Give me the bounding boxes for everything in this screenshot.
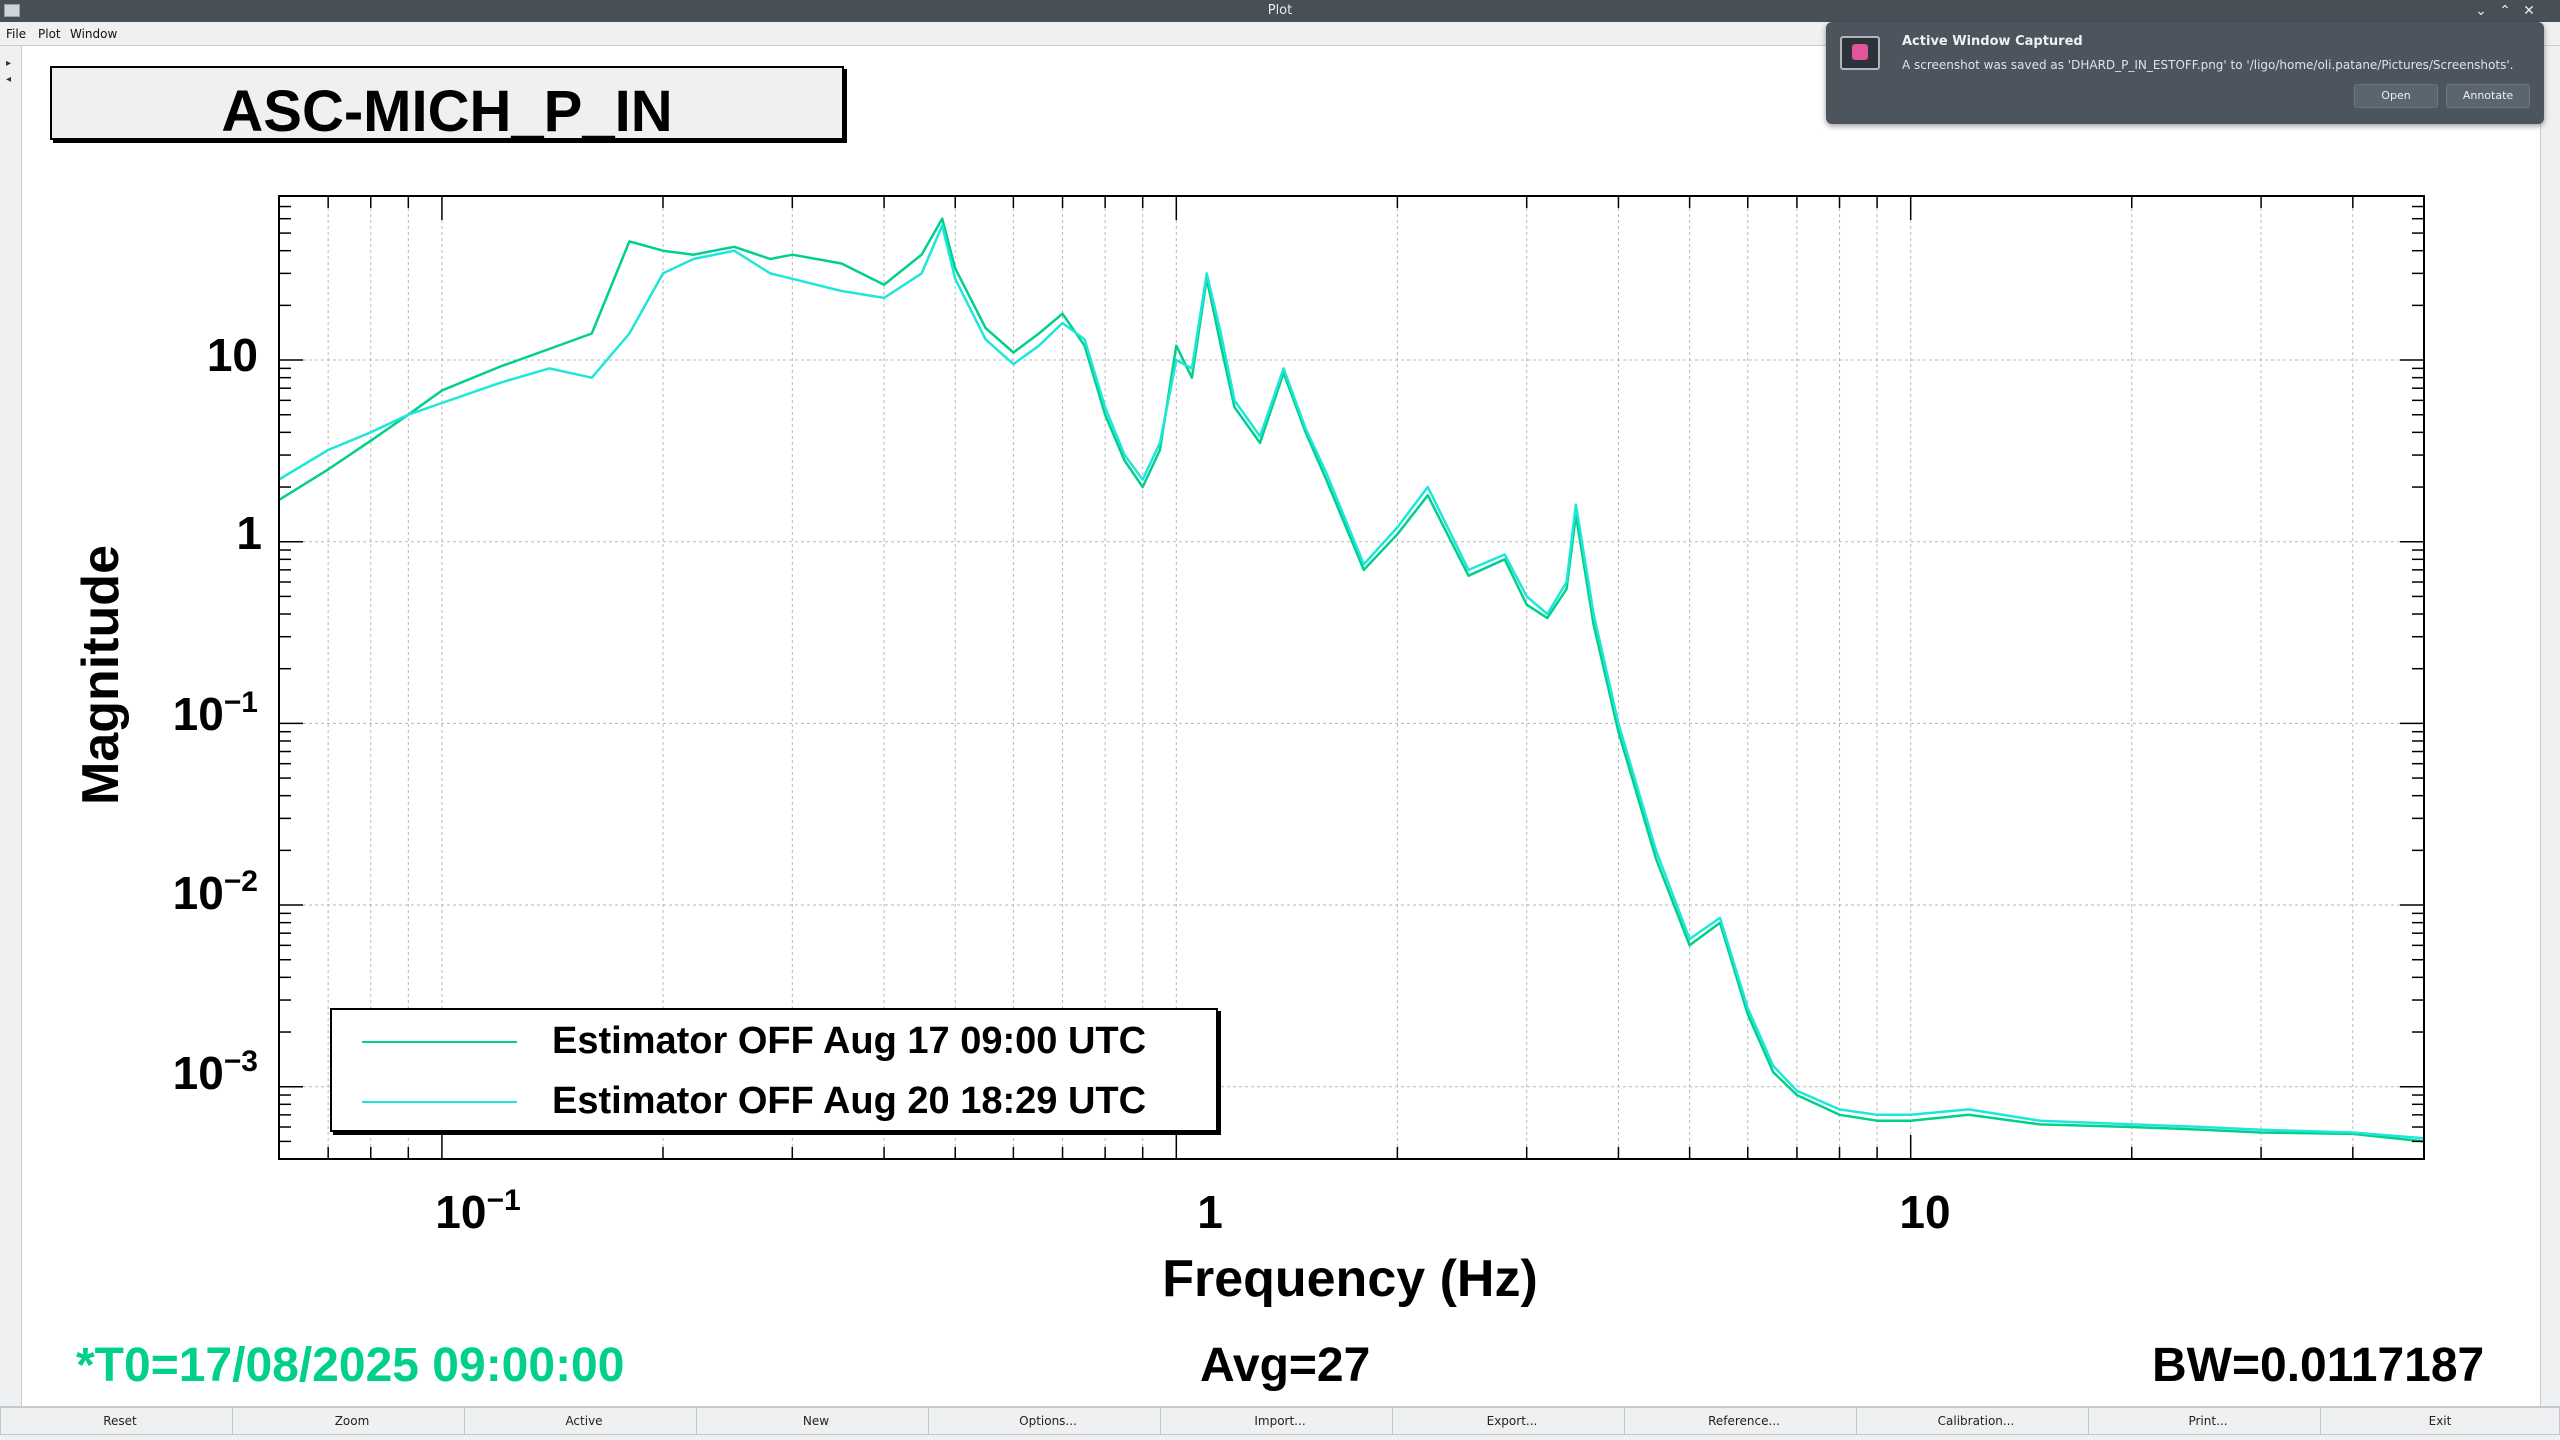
legend[interactable]: Estimator OFF Aug 17 09:00 UTC Estimator… xyxy=(330,1008,1218,1132)
y-tick-label: 10 xyxy=(207,329,258,381)
legend-swatch xyxy=(362,1041,517,1043)
annotate-button[interactable]: Annotate xyxy=(2446,84,2530,108)
y-tick-label: 10−1 xyxy=(173,686,258,740)
legend-entry: Estimator OFF Aug 17 09:00 UTC xyxy=(332,1014,1216,1070)
expand-arrow-icon[interactable]: ▸ xyxy=(6,58,12,69)
y-tick-label: 10−3 xyxy=(173,1045,258,1099)
notification-body: A screenshot was saved as 'DHARD_P_IN_ES… xyxy=(1902,58,2514,72)
x-tick-label: 10−1 xyxy=(435,1184,520,1238)
window-titlebar: Plot ⌄ ⌃ ✕ xyxy=(0,0,2560,22)
traces xyxy=(278,217,2425,1143)
exit-button[interactable]: Exit xyxy=(2320,1407,2560,1435)
grid-lines xyxy=(278,196,2425,1159)
print-button[interactable]: Print... xyxy=(2088,1407,2328,1435)
notification-title: Active Window Captured xyxy=(1902,34,2083,49)
legend-label: Estimator OFF Aug 17 09:00 UTC xyxy=(552,1020,1147,1062)
bottom-toolbar: Reset Zoom Active New Options... Import.… xyxy=(0,1406,2560,1440)
legend-entry: Estimator OFF Aug 20 18:29 UTC xyxy=(332,1074,1216,1130)
x-tick-label: 10 xyxy=(1899,1186,1950,1238)
screenshot-notification[interactable]: Active Window Captured A screenshot was … xyxy=(1826,22,2544,124)
t0-label: *T0=17/08/2025 09:00:00 xyxy=(76,1339,625,1392)
menu-file[interactable]: File xyxy=(6,27,27,41)
reset-button[interactable]: Reset xyxy=(0,1407,240,1435)
plot-title-box[interactable]: ASC-MICH_P_IN xyxy=(50,66,844,144)
window-app-icon xyxy=(4,4,20,17)
plot-frame xyxy=(278,195,2425,1160)
y-tick-label: 10−2 xyxy=(173,865,258,919)
maximize-icon[interactable]: ⌃ xyxy=(2499,3,2511,19)
active-button[interactable]: Active xyxy=(464,1407,704,1435)
new-button[interactable]: New xyxy=(696,1407,936,1435)
right-panel-strip[interactable] xyxy=(2540,46,2560,1406)
x-axis-title: Frequency (Hz) xyxy=(1162,1250,1538,1308)
options-button[interactable]: Options... xyxy=(928,1407,1168,1435)
close-icon[interactable]: ✕ xyxy=(2523,3,2535,19)
menu-plot[interactable]: Plot xyxy=(38,27,61,41)
series-line-2 xyxy=(278,224,2425,1140)
bandwidth-label: BW=0.0117187 xyxy=(2152,1339,2485,1392)
series-line-1 xyxy=(278,217,2425,1143)
open-button[interactable]: Open xyxy=(2354,84,2438,108)
window-title: Plot xyxy=(1267,3,1293,18)
y-tick-label: 1 xyxy=(236,507,262,559)
calibration-button[interactable]: Calibration... xyxy=(1856,1407,2096,1435)
collapse-arrow-icon[interactable]: ◂ xyxy=(6,74,12,85)
y-axis-title: Magnitude xyxy=(72,545,130,805)
plot-title: ASC-MICH_P_IN xyxy=(221,79,673,144)
left-panel-strip: ▸ ◂ xyxy=(0,46,22,1406)
import-button[interactable]: Import... xyxy=(1160,1407,1400,1435)
tick-marks xyxy=(278,195,2425,1160)
x-tick-label: 1 xyxy=(1197,1186,1223,1238)
reference-button[interactable]: Reference... xyxy=(1624,1407,1864,1435)
zoom-button[interactable]: Zoom xyxy=(232,1407,472,1435)
avg-label: Avg=27 xyxy=(1200,1339,1371,1392)
export-button[interactable]: Export... xyxy=(1392,1407,1632,1435)
legend-swatch xyxy=(362,1101,517,1103)
screenshot-app-icon xyxy=(1840,36,1880,70)
menu-window[interactable]: Window xyxy=(70,27,118,41)
minimize-icon[interactable]: ⌄ xyxy=(2475,3,2487,19)
legend-label: Estimator OFF Aug 20 18:29 UTC xyxy=(552,1080,1147,1122)
